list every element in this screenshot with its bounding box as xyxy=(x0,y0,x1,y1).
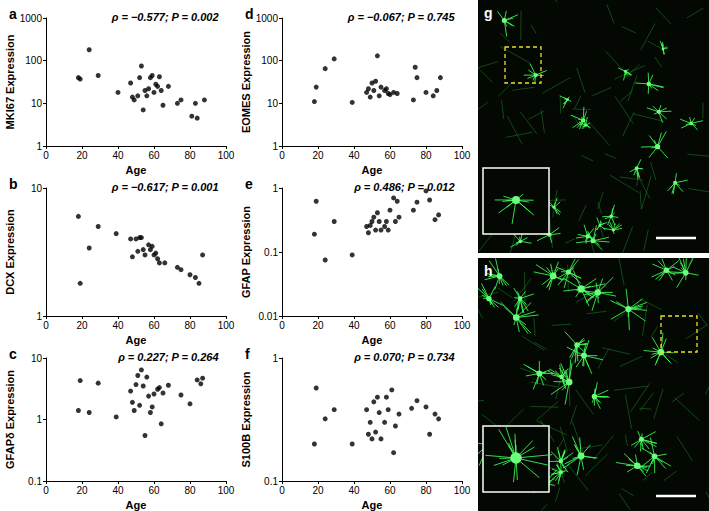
svg-text:10: 10 xyxy=(31,353,43,364)
svg-text:40: 40 xyxy=(348,150,360,161)
svg-text:e: e xyxy=(245,176,253,192)
svg-text:60: 60 xyxy=(384,485,396,496)
svg-text:20: 20 xyxy=(312,320,324,331)
svg-text:DCX Expression: DCX Expression xyxy=(4,209,16,295)
svg-text:80: 80 xyxy=(184,320,196,331)
svg-text:10: 10 xyxy=(31,98,43,109)
svg-text:MKI67 Expression: MKI67 Expression xyxy=(4,34,16,129)
svg-text:80: 80 xyxy=(420,485,432,496)
svg-text:80: 80 xyxy=(420,150,432,161)
svg-text:20: 20 xyxy=(312,485,324,496)
svg-text:40: 40 xyxy=(112,485,124,496)
svg-text:Age: Age xyxy=(126,164,147,176)
svg-text:10: 10 xyxy=(267,98,279,109)
svg-text:100: 100 xyxy=(25,55,42,66)
svg-text:1: 1 xyxy=(272,141,278,152)
svg-text:Age: Age xyxy=(362,499,383,511)
svg-text:1: 1 xyxy=(272,183,278,194)
svg-text:a: a xyxy=(9,6,17,22)
svg-text:20: 20 xyxy=(76,150,88,161)
svg-text:b: b xyxy=(9,176,18,192)
svg-text:Age: Age xyxy=(126,499,147,511)
svg-text:60: 60 xyxy=(148,320,160,331)
svg-text:S100B Expression: S100B Expression xyxy=(240,371,252,467)
svg-text:EOMES Expression: EOMES Expression xyxy=(240,31,252,133)
svg-text:40: 40 xyxy=(348,485,360,496)
svg-text:20: 20 xyxy=(76,485,88,496)
svg-text:0: 0 xyxy=(279,485,285,496)
svg-text:Age: Age xyxy=(126,334,147,346)
svg-text:40: 40 xyxy=(112,320,124,331)
svg-text:1: 1 xyxy=(36,311,42,322)
svg-text:ρ = 0.486; P = 0.012: ρ = 0.486; P = 0.012 xyxy=(353,181,454,193)
svg-text:40: 40 xyxy=(112,150,124,161)
svg-text:20: 20 xyxy=(76,320,88,331)
svg-text:100: 100 xyxy=(218,150,235,161)
svg-text:60: 60 xyxy=(384,320,396,331)
svg-text:0.01: 0.01 xyxy=(259,311,279,322)
svg-text:c: c xyxy=(9,346,17,362)
svg-text:100: 100 xyxy=(454,485,471,496)
svg-text:80: 80 xyxy=(420,320,432,331)
svg-text:GFAPδ Expression: GFAPδ Expression xyxy=(4,370,16,469)
svg-text:100: 100 xyxy=(454,150,471,161)
svg-text:0.1: 0.1 xyxy=(264,247,278,258)
svg-text:0: 0 xyxy=(43,485,49,496)
svg-text:ρ = −0.617; P = 0.001: ρ = −0.617; P = 0.001 xyxy=(111,181,219,193)
svg-text:GFAP Expression: GFAP Expression xyxy=(240,206,252,298)
svg-text:10: 10 xyxy=(31,183,43,194)
svg-text:1: 1 xyxy=(36,141,42,152)
svg-text:ρ = 0.227; P = 0.264: ρ = 0.227; P = 0.264 xyxy=(117,351,218,363)
svg-text:h: h xyxy=(484,263,493,279)
svg-text:f: f xyxy=(245,346,250,362)
svg-text:0: 0 xyxy=(43,150,49,161)
svg-text:80: 80 xyxy=(184,150,196,161)
svg-text:0.1: 0.1 xyxy=(264,476,278,487)
svg-text:100: 100 xyxy=(261,55,278,66)
svg-text:Age: Age xyxy=(362,334,383,346)
svg-text:0.1: 0.1 xyxy=(28,476,42,487)
svg-text:Age: Age xyxy=(362,164,383,176)
svg-text:60: 60 xyxy=(384,150,396,161)
svg-text:80: 80 xyxy=(184,485,196,496)
svg-text:40: 40 xyxy=(348,320,360,331)
svg-text:ρ = −0.067; P = 0.745: ρ = −0.067; P = 0.745 xyxy=(347,11,456,23)
svg-text:g: g xyxy=(484,5,493,21)
svg-text:100: 100 xyxy=(454,320,471,331)
svg-text:60: 60 xyxy=(148,485,160,496)
svg-text:1: 1 xyxy=(36,414,42,425)
svg-text:d: d xyxy=(245,6,254,22)
svg-text:1: 1 xyxy=(272,353,278,364)
svg-text:1000: 1000 xyxy=(256,13,279,24)
svg-text:100: 100 xyxy=(218,485,235,496)
svg-text:0: 0 xyxy=(279,150,285,161)
svg-text:ρ = −0.577; P = 0.002: ρ = −0.577; P = 0.002 xyxy=(111,11,219,23)
svg-text:0: 0 xyxy=(43,320,49,331)
svg-text:60: 60 xyxy=(148,150,160,161)
svg-text:0: 0 xyxy=(279,320,285,331)
svg-text:100: 100 xyxy=(218,320,235,331)
svg-text:ρ = 0.070; P = 0.734: ρ = 0.070; P = 0.734 xyxy=(353,351,454,363)
svg-text:20: 20 xyxy=(312,150,324,161)
svg-text:1000: 1000 xyxy=(20,13,43,24)
